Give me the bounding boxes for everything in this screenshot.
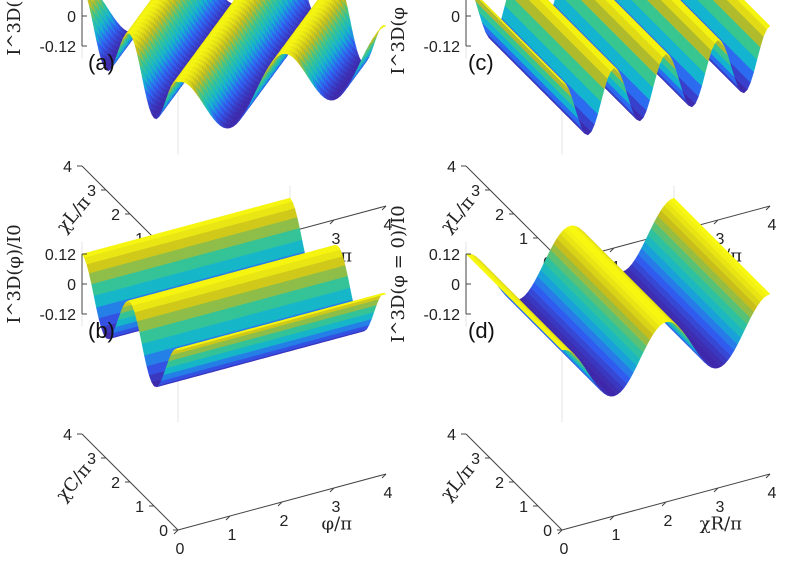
x-tick-label: 1 [228,527,237,544]
y-tick-label: 3 [471,451,480,468]
surface [87,0,387,129]
x-tick-label: 3 [332,499,341,516]
z-tick-label: 0 [67,9,76,26]
y-tick-label: 2 [495,475,504,492]
z-axis-label: I^3D(φ = 0)/I0 [388,205,409,342]
x-axis-label: φ/π [322,513,353,534]
x-tick-label: 2 [664,513,673,530]
x-tick-label: 0 [176,541,185,558]
x-tick-label: 4 [384,485,393,502]
x-tick-label: 0 [560,541,569,558]
y-tick-label: 1 [519,231,528,248]
y-tick-label: 3 [87,183,96,200]
z-axis-label: I^3D(φ)/I0 [4,0,25,56]
y-tick-label: 2 [495,207,504,224]
x-tick-label: 4 [768,217,777,234]
y-tick-label: 4 [63,159,72,176]
z-tick-label: 0 [451,9,460,26]
x-tick-label: 1 [612,527,621,544]
y-tick-label: 4 [447,159,456,176]
x-axis-label: χR/π [700,513,743,534]
z-tick-label: 0 [451,277,460,294]
x-tick-label: 3 [332,231,341,248]
z-axis-label: I^3D(φ)/I0 [4,224,25,323]
panel-label: (c) [468,50,494,75]
surface [465,197,771,397]
z-tick-label: -0.12 [40,39,77,56]
y-tick-label: 0 [159,523,168,540]
x-tick-label: 4 [384,217,393,234]
z-tick-label: -0.12 [424,307,461,324]
panel-label: (a) [88,50,115,75]
z-tick-label: -0.12 [424,39,461,56]
y-tick-label: 2 [111,207,120,224]
surface [474,0,771,136]
x-tick-label: 2 [280,513,289,530]
y-tick-label: 2 [111,475,120,492]
y-tick-label: 3 [87,451,96,468]
y-tick-label: 4 [447,427,456,444]
z-axis-label: I^3D(φ = 0)/I0 [388,0,409,75]
y-tick-label: 0 [543,523,552,540]
y-tick-label: 1 [135,499,144,516]
panel-label: (b) [88,318,115,343]
panel-label: (d) [468,318,495,343]
z-tick-label: -0.12 [40,307,77,324]
surface [81,197,387,388]
y-tick-label: 3 [471,183,480,200]
x-tick-label: 4 [768,485,777,502]
z-tick-label: 0.12 [429,247,460,264]
z-tick-label: 0.12 [45,247,76,264]
y-tick-label: 4 [63,427,72,444]
y-tick-label: 1 [519,499,528,516]
z-tick-label: 0 [67,277,76,294]
x-tick-label: 3 [716,231,725,248]
x-tick-label: 3 [716,499,725,516]
